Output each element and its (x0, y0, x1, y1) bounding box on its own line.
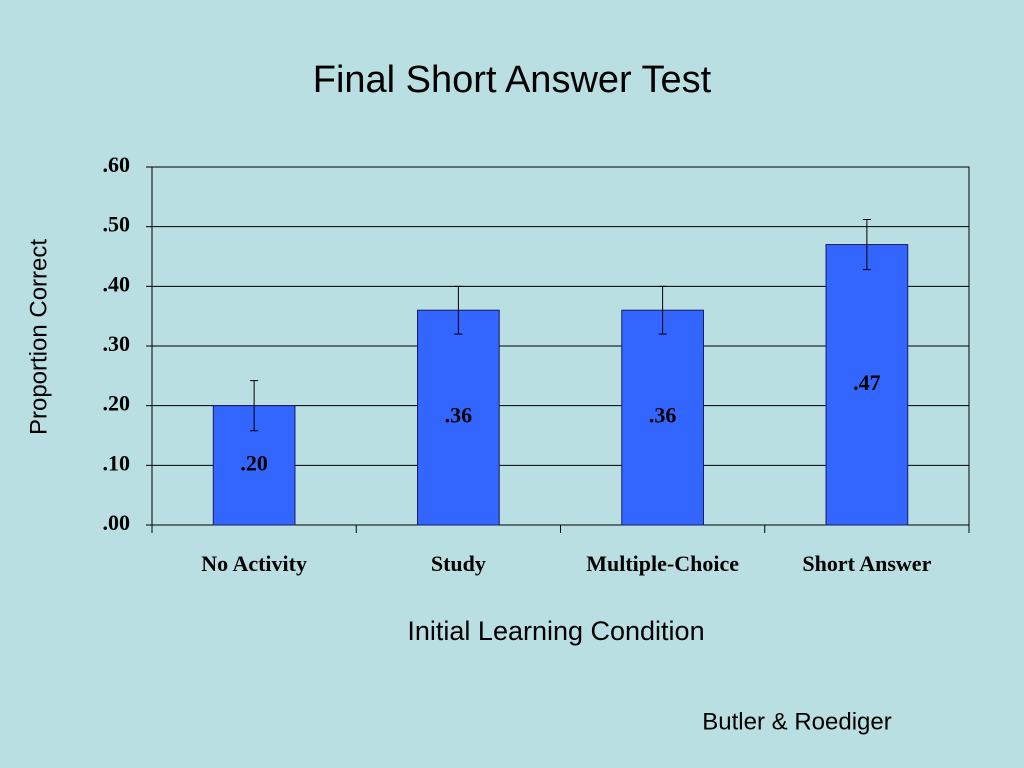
x-tick-label: No Activity (201, 551, 307, 576)
y-tick-label: .60 (103, 152, 131, 177)
chart-title: Final Short Answer Test (313, 59, 712, 101)
data-label: .47 (853, 370, 881, 395)
data-label: .36 (445, 403, 473, 428)
data-label: .20 (240, 450, 268, 475)
source-note: Butler & Roediger (702, 708, 891, 735)
y-tick-label: .40 (103, 271, 131, 296)
x-tick-label: Study (431, 551, 486, 576)
y-tick-label: .50 (103, 212, 131, 237)
x-tick-label: Multiple-Choice (586, 551, 739, 576)
y-tick-label: .00 (103, 510, 131, 535)
bar (417, 309, 500, 526)
y-axis-title: Proportion Correct (25, 239, 52, 435)
y-tick-label: .30 (103, 331, 131, 356)
y-tick-label: .10 (103, 450, 131, 475)
x-axis-title: Initial Learning Condition (407, 616, 704, 646)
bar (621, 309, 704, 526)
data-label: .36 (649, 403, 677, 428)
x-tick-label: Short Answer (802, 551, 931, 576)
y-tick-label: .20 (103, 391, 131, 416)
bar (825, 244, 909, 526)
